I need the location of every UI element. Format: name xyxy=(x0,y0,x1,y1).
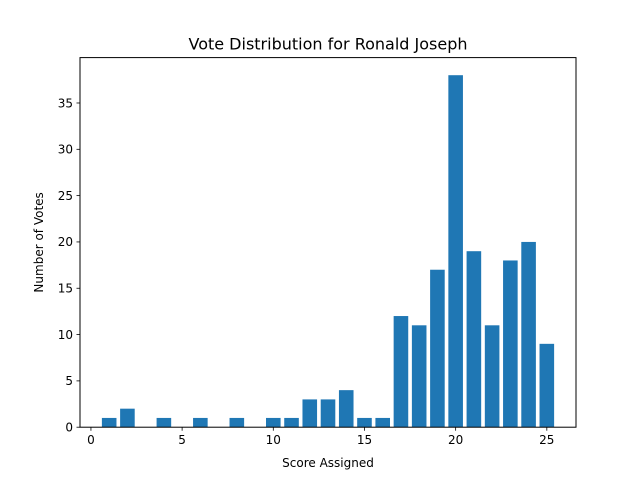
bar-score-17 xyxy=(393,316,409,428)
bar-score-13 xyxy=(320,399,336,428)
bars-group xyxy=(101,75,555,428)
x-tick-label-10: 10 xyxy=(266,433,281,447)
bar-score-1 xyxy=(101,417,117,428)
x-tick-label-0: 0 xyxy=(87,433,95,447)
bar-score-4 xyxy=(156,417,172,428)
x-tick-label-15: 15 xyxy=(357,433,372,447)
x-tick-label-5: 5 xyxy=(178,433,186,447)
chart-title: Vote Distribution for Ronald Joseph xyxy=(188,35,467,54)
y-tick-label-30: 30 xyxy=(58,143,73,157)
x-axis-ticks: 0 5 10 15 20 25 xyxy=(87,427,554,447)
y-tick-label-20: 20 xyxy=(58,235,73,249)
bar-score-23 xyxy=(503,260,518,428)
bar-score-21 xyxy=(466,251,482,428)
y-tick-label-0: 0 xyxy=(65,421,73,435)
axes-frame xyxy=(79,57,577,428)
bar-score-25 xyxy=(539,343,555,428)
bar-score-16 xyxy=(375,417,390,428)
x-tick-label-20: 20 xyxy=(448,433,463,447)
bar-score-11 xyxy=(284,417,299,428)
y-axis-label: Number of Votes xyxy=(32,192,46,292)
y-tick-label-5: 5 xyxy=(65,374,73,388)
bar-score-8 xyxy=(229,417,245,428)
y-axis-ticks: 0 5 10 15 20 25 30 35 xyxy=(58,96,80,435)
bar-score-19 xyxy=(430,269,445,428)
bar-score-15 xyxy=(357,417,372,428)
bar-score-2 xyxy=(120,408,135,428)
x-axis-label: Score Assigned xyxy=(282,456,374,470)
bar-score-12 xyxy=(302,399,318,428)
bar-score-22 xyxy=(484,325,500,428)
bar-score-6 xyxy=(193,417,208,428)
bar-score-10 xyxy=(266,417,281,428)
bar-score-24 xyxy=(521,241,536,428)
y-tick-label-25: 25 xyxy=(58,189,73,203)
bar-score-18 xyxy=(411,325,427,428)
y-tick-label-35: 35 xyxy=(58,96,73,110)
x-tick-label-25: 25 xyxy=(539,433,554,447)
bar-score-14 xyxy=(338,390,354,428)
y-tick-label-10: 10 xyxy=(58,328,73,342)
y-tick-label-15: 15 xyxy=(58,282,73,296)
bar-score-20 xyxy=(448,75,463,428)
